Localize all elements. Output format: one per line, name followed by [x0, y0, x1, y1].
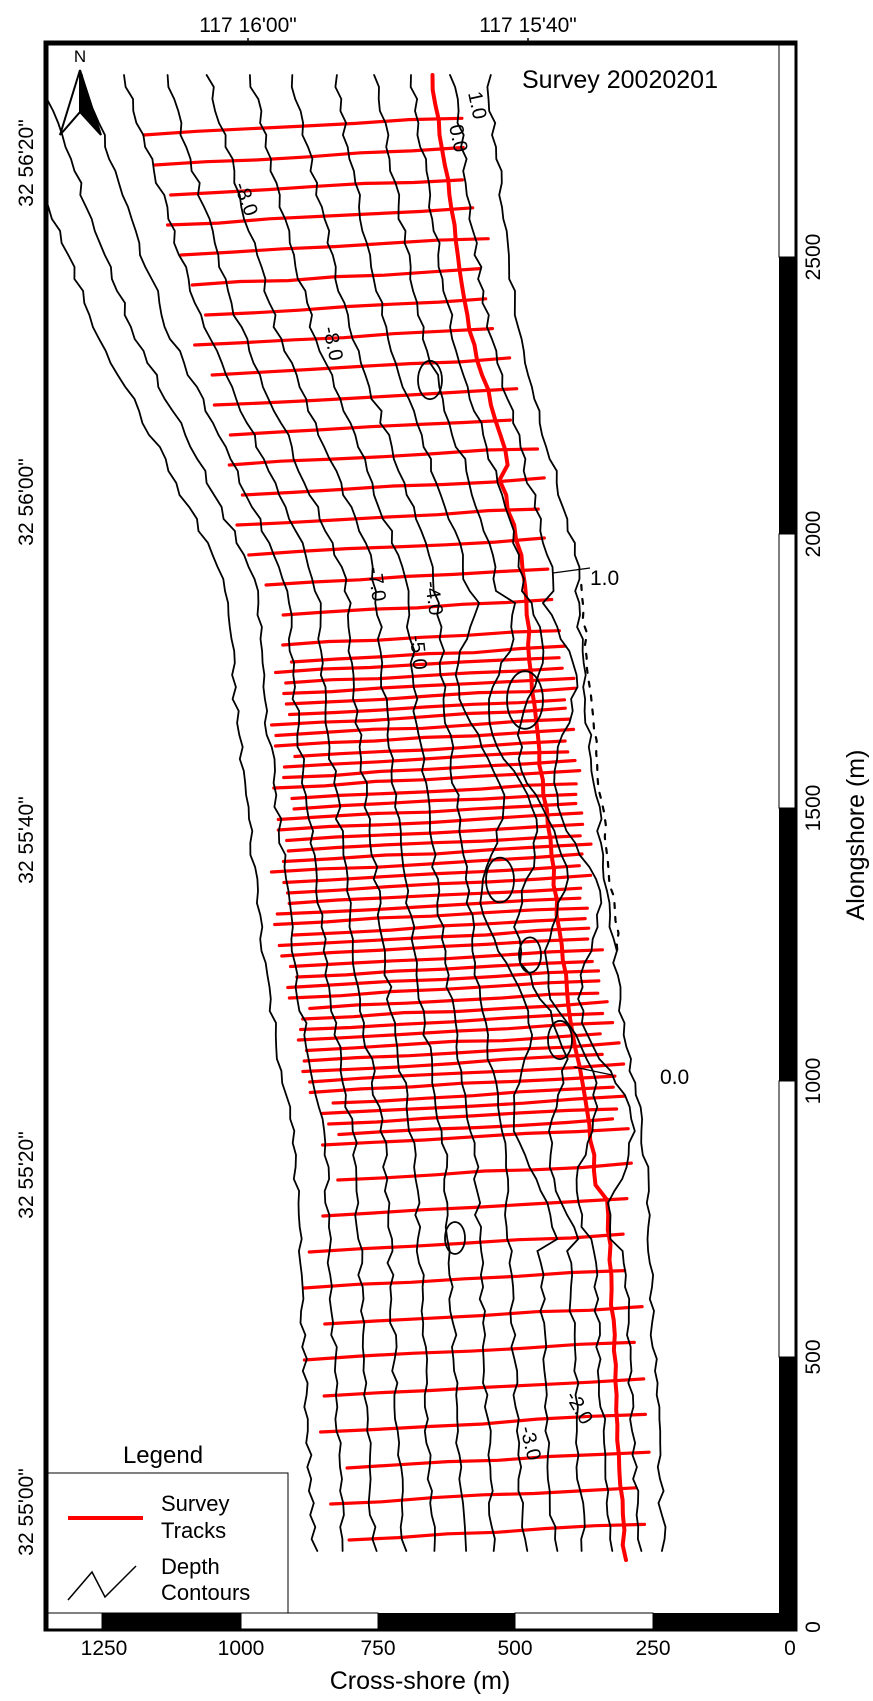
x-tick-label: 750 — [360, 1637, 395, 1660]
latitude-label: 32 55'40" — [15, 796, 38, 883]
alongshore-scale-bar — [779, 45, 795, 1627]
contour-label: -5.0 — [405, 634, 430, 671]
x-tick-label: 250 — [635, 1637, 670, 1660]
y-tick-label: 2500 — [802, 234, 825, 281]
latitude-label: 32 56'20" — [15, 119, 38, 206]
survey-track — [309, 1234, 623, 1252]
contour-label: -7.0 — [363, 566, 390, 603]
survey-track — [347, 1452, 649, 1468]
legend: Legend Survey Tracks Depth Contours — [48, 1442, 288, 1613]
legend-label: Depth — [161, 1554, 220, 1579]
contour-label: 1.0 — [463, 89, 490, 121]
y-tick-label: 1000 — [802, 1058, 825, 1105]
survey-track — [181, 239, 488, 255]
contour-label: -2.0 — [561, 1388, 597, 1429]
survey-track — [304, 1342, 634, 1360]
survey-track — [283, 600, 552, 616]
latitude-label: 32 55'00" — [15, 1468, 38, 1555]
depth-contour-dashed — [581, 585, 618, 957]
latitude-labels: 32 56'20" 32 56'00" 32 55'40" 32 55'20" … — [15, 119, 38, 1555]
legend-title: Legend — [123, 1442, 203, 1469]
latitude-label: 32 56'00" — [15, 458, 38, 545]
latitude-label: 32 55'20" — [15, 1131, 38, 1218]
legend-label: Tracks — [161, 1518, 226, 1543]
cross-shore-scale-bar — [48, 1613, 779, 1629]
y-tick-label: 1500 — [802, 785, 825, 832]
survey-track — [304, 1271, 624, 1288]
legend-label: Contours — [161, 1580, 250, 1605]
longitude-labels: 117 16'00" 117 15'40" — [199, 14, 577, 45]
x-axis-ticks: 1250 1000 750 500 250 0 — [81, 1637, 796, 1660]
x-tick-label: 500 — [497, 1637, 532, 1660]
y-tick-label: 500 — [802, 1339, 825, 1374]
survey-track — [230, 420, 510, 435]
x-tick-label: 0 — [784, 1637, 796, 1660]
survey-track — [288, 971, 599, 988]
north-label: N — [74, 47, 86, 66]
north-arrow-icon: N — [60, 47, 101, 135]
y-axis-label: Alongshore (m) — [842, 750, 870, 921]
survey-track — [168, 208, 473, 225]
map-title: Survey 20020201 — [522, 66, 718, 94]
longitude-label: 117 16'00" — [199, 14, 297, 37]
survey-track — [237, 509, 538, 525]
contour-label: -8.0 — [229, 179, 261, 219]
longitude-label: 117 15'40" — [479, 14, 577, 37]
y-tick-label: 0 — [802, 1621, 825, 1633]
y-axis-ticks: 0 500 1000 1500 2000 2500 — [802, 234, 825, 1633]
y-tick-label: 2000 — [802, 511, 825, 558]
contour-label: -4.0 — [420, 580, 447, 617]
contour-label: 0.0 — [660, 1066, 689, 1089]
contour-label: 1.0 — [590, 567, 619, 590]
x-tick-label: 1250 — [81, 1637, 128, 1660]
x-axis-label: Cross-shore (m) — [330, 1667, 511, 1695]
survey-track — [338, 1163, 632, 1180]
survey-track — [331, 1488, 636, 1504]
x-tick-label: 1000 — [218, 1637, 265, 1660]
legend-label: Survey — [161, 1491, 229, 1516]
survey-track — [349, 1524, 644, 1540]
